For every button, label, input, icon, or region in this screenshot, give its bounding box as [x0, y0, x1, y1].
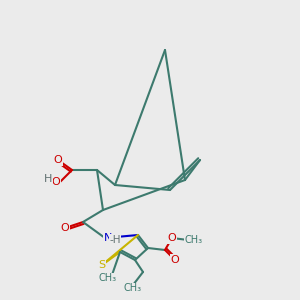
- Text: CH₃: CH₃: [124, 283, 142, 293]
- Text: N: N: [104, 233, 112, 243]
- Text: O: O: [171, 255, 179, 265]
- Text: O: O: [52, 177, 60, 187]
- Text: -H: -H: [109, 235, 121, 245]
- Text: S: S: [98, 260, 106, 270]
- Text: CH₃: CH₃: [99, 273, 117, 283]
- Text: O: O: [168, 233, 176, 243]
- Text: O: O: [54, 155, 62, 165]
- Text: CH₃: CH₃: [185, 235, 203, 245]
- Text: O: O: [61, 223, 69, 233]
- Text: H: H: [44, 174, 52, 184]
